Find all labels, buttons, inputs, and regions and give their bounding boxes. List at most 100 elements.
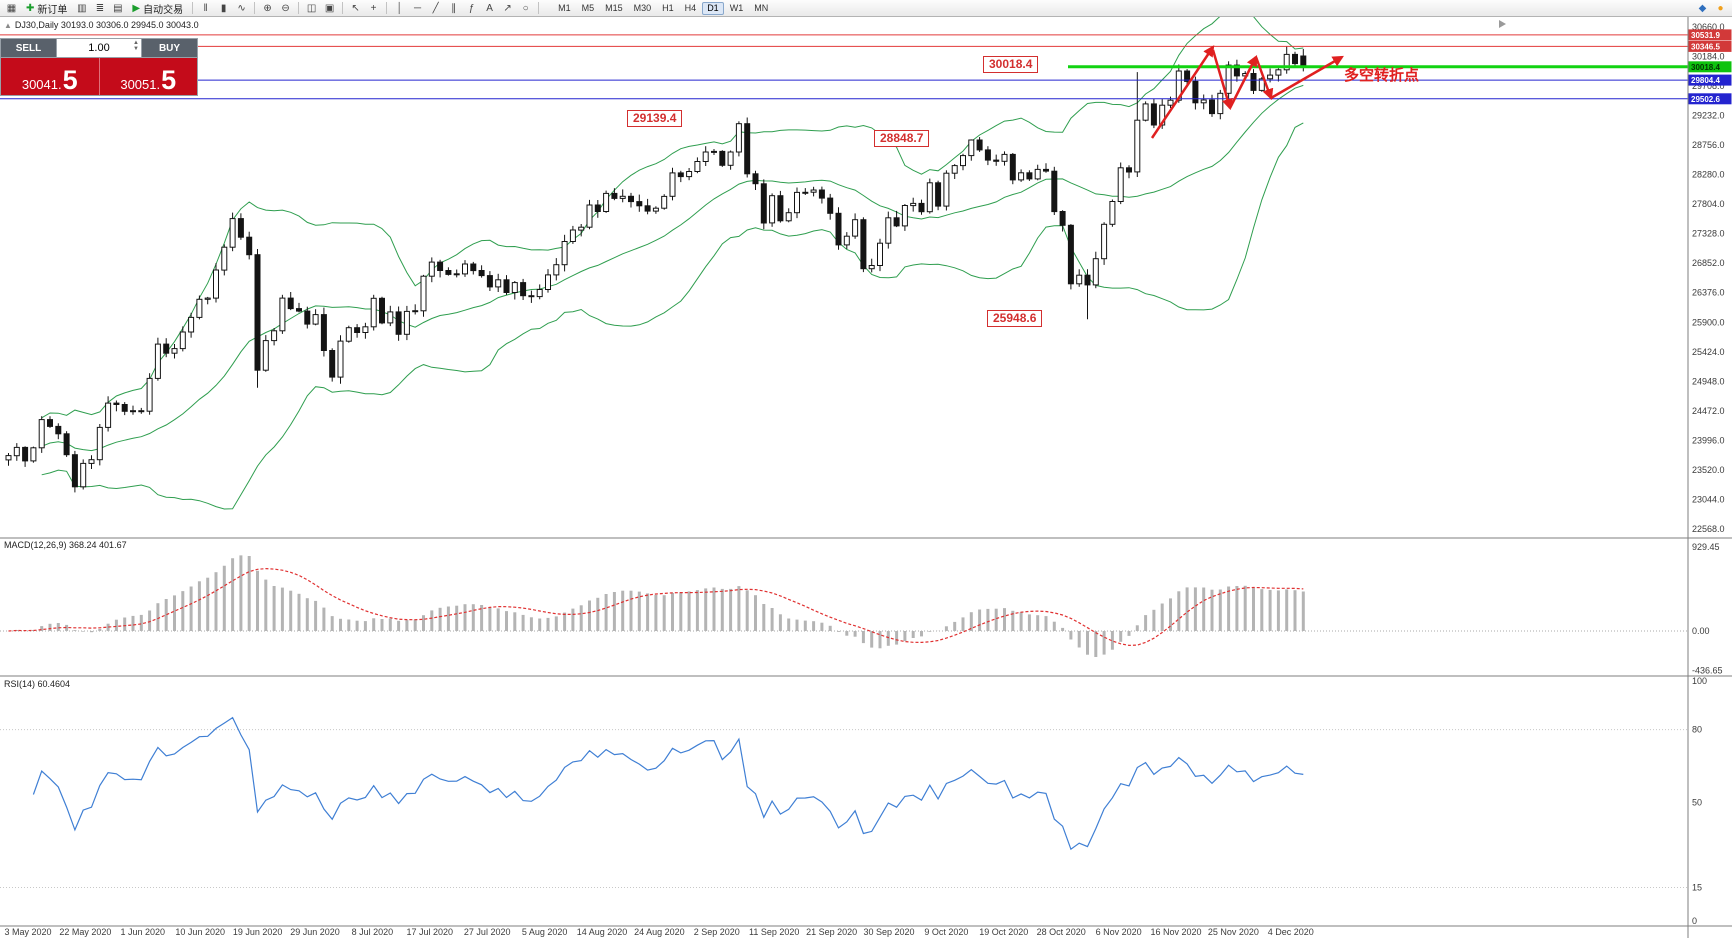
svg-text:29 Jun 2020: 29 Jun 2020 [290, 927, 340, 937]
timeframe-button-h1[interactable]: H1 [657, 2, 679, 15]
svg-text:30346.5: 30346.5 [1691, 42, 1720, 51]
svg-text:30660.0: 30660.0 [1692, 22, 1725, 32]
horizontal-line-icon[interactable]: ─ [409, 1, 426, 15]
sell-price-big-digit: 5 [62, 65, 78, 95]
svg-text:26376.0: 26376.0 [1692, 288, 1725, 298]
sell-price-box[interactable]: 30041. 5 [1, 58, 100, 95]
autotrading-button[interactable]: ▶ 自动交易 [127, 1, 188, 16]
line-chart-icon[interactable]: ∿ [233, 1, 250, 15]
svg-text:4 Dec 2020: 4 Dec 2020 [1268, 927, 1314, 937]
svg-text:27804.0: 27804.0 [1692, 199, 1725, 209]
timeframe-button-mn[interactable]: MN [749, 2, 773, 15]
rsi-indicator-label: RSI(14) 60.4604 [4, 679, 71, 689]
price-chart-svg[interactable]: 30660.0 30184.0 29708.0 29232.0 28756.0 28280… [0, 17, 1732, 938]
shapes-icon[interactable]: ○ [517, 1, 534, 15]
timeframe-button-w1[interactable]: W1 [725, 2, 749, 15]
tile-windows-icon[interactable]: ◫ [303, 1, 320, 15]
svg-text:26852.0: 26852.0 [1692, 258, 1725, 268]
buy-price-big-digit: 5 [161, 65, 177, 95]
volume-down-icon[interactable]: ▼ [133, 46, 139, 52]
svg-text:10 Jun 2020: 10 Jun 2020 [175, 927, 225, 937]
chart-window-icon[interactable]: ▦ [3, 1, 20, 15]
svg-text:23996.0: 23996.0 [1692, 435, 1725, 445]
svg-text:15: 15 [1692, 883, 1702, 893]
bar-chart-icon[interactable]: ‖ [197, 1, 214, 15]
chart-note-text[interactable]: 多空转折点 [1344, 67, 1420, 84]
svg-text:29708.0: 29708.0 [1692, 81, 1725, 91]
svg-text:6 Nov 2020: 6 Nov 2020 [1096, 927, 1142, 937]
trendline-icon[interactable]: ╱ [427, 1, 444, 15]
buy-button[interactable]: BUY [142, 39, 197, 57]
zoom-in-icon[interactable]: ⊕ [259, 1, 276, 15]
svg-text:9 Oct 2020: 9 Oct 2020 [924, 927, 968, 937]
candlestick-icon[interactable]: ▮ [215, 1, 232, 15]
svg-text:3 May 2020: 3 May 2020 [4, 927, 51, 937]
svg-text:19 Oct 2020: 19 Oct 2020 [979, 927, 1028, 937]
cascade-windows-icon[interactable]: ▣ [321, 1, 338, 15]
svg-text:29232.0: 29232.0 [1692, 111, 1725, 121]
drawn-arrows [1150, 45, 1344, 139]
svg-text:16 Nov 2020: 16 Nov 2020 [1150, 927, 1201, 937]
arrow-tool-icon[interactable]: ↗ [499, 1, 516, 15]
crosshair-icon[interactable]: + [365, 1, 382, 15]
timeframe-button-h4[interactable]: H4 [680, 2, 702, 15]
timeframe-button-d1[interactable]: D1 [702, 1, 724, 15]
community-icon[interactable]: ◆ [1694, 1, 1711, 15]
toolbar-separator [298, 2, 300, 14]
svg-text:25900.0: 25900.0 [1692, 317, 1725, 327]
svg-text:21 Sep 2020: 21 Sep 2020 [806, 927, 857, 937]
timeframe-button-m5[interactable]: M5 [577, 2, 600, 15]
chart-window[interactable]: 30660.0 30184.0 29708.0 29232.0 28756.0 28280… [0, 17, 1732, 938]
cursor-icon[interactable]: ↖ [347, 1, 364, 15]
timeframe-button-m15[interactable]: M15 [600, 2, 628, 15]
svg-text:100: 100 [1692, 676, 1707, 686]
svg-text:28280.0: 28280.0 [1692, 170, 1725, 180]
market-watch-icon[interactable]: ≣ [91, 1, 108, 15]
new-order-button[interactable]: ✚ 新订单 [21, 1, 72, 16]
svg-text:24 Aug 2020: 24 Aug 2020 [634, 927, 685, 937]
svg-text:30184.0: 30184.0 [1692, 52, 1725, 62]
one-click-trade-panel: SELL 1.00 ▲ ▼ BUY 30041. 5 30051. 5 [0, 38, 198, 96]
svg-text:28756.0: 28756.0 [1692, 140, 1725, 150]
timeframe-button-m30[interactable]: M30 [629, 2, 657, 15]
timeframe-button-m1[interactable]: M1 [553, 2, 576, 15]
sell-button[interactable]: SELL [1, 39, 56, 57]
svg-text:25424.0: 25424.0 [1692, 347, 1725, 357]
price-note-28848[interactable]: 28848.7 [874, 130, 930, 147]
macd-indicator-label: MACD(12,26,9) 368.24 401.67 [4, 540, 127, 550]
svg-text:19 Jun 2020: 19 Jun 2020 [233, 927, 283, 937]
svg-text:17 Jul 2020: 17 Jul 2020 [407, 927, 454, 937]
svg-text:27328.0: 27328.0 [1692, 229, 1725, 239]
channel-icon[interactable]: ∥ [445, 1, 462, 15]
vertical-line-icon[interactable]: │ [391, 1, 408, 15]
svg-text:29502.6: 29502.6 [1691, 95, 1720, 104]
volume-up-icon[interactable]: ▲ [133, 40, 139, 46]
volume-value: 1.00 [88, 42, 110, 54]
svg-text:-436.65: -436.65 [1692, 666, 1723, 676]
main-toolbar: ▦ ✚ 新订单 ▥ ≣ ▤ ▶ 自动交易 ‖ ▮ ∿ ⊕ ⊖ ◫ ▣ ↖ + │ ─ ╱ ∥ ƒ A ↗ ○ M1 M5 M15 M3… [0, 0, 1732, 17]
navigator-icon[interactable]: ▤ [109, 1, 126, 15]
volume-input[interactable]: 1.00 ▲ ▼ [56, 39, 142, 57]
alert-icon[interactable]: ● [1712, 1, 1729, 15]
text-tool-icon[interactable]: A [481, 1, 498, 15]
svg-text:14 Aug 2020: 14 Aug 2020 [577, 927, 628, 937]
svg-text:24948.0: 24948.0 [1692, 376, 1725, 386]
toolbar-separator [254, 2, 256, 14]
toolbar-separator [342, 2, 344, 14]
buy-price-box[interactable]: 30051. 5 [99, 58, 197, 95]
svg-text:22568.0: 22568.0 [1692, 524, 1725, 534]
volume-spinner[interactable]: ▲ ▼ [133, 40, 139, 52]
price-note-29139[interactable]: 29139.4 [627, 110, 683, 127]
svg-text:0: 0 [1692, 916, 1697, 926]
svg-text:30 Sep 2020: 30 Sep 2020 [863, 927, 914, 937]
trade-panel-top-row: SELL 1.00 ▲ ▼ BUY [1, 39, 197, 57]
price-note-25948[interactable]: 25948.6 [987, 310, 1043, 327]
fibonacci-icon[interactable]: ƒ [463, 1, 480, 15]
toolbar-separator [538, 2, 540, 14]
chart-symbol-header: ▲ DJ30,Daily 30193.0 30306.0 29945.0 3004… [4, 20, 199, 30]
charts-icon[interactable]: ▥ [73, 1, 90, 15]
zoom-out-icon[interactable]: ⊖ [277, 1, 294, 15]
trade-panel-price-row: 30041. 5 30051. 5 [1, 57, 197, 95]
toolbar-left-group: ▦ ✚ 新订单 ▥ ≣ ▤ ▶ 自动交易 ‖ ▮ ∿ ⊕ ⊖ ◫ ▣ ↖ + │ ─ ╱ ∥ ƒ A ↗ ○ [3, 1, 542, 16]
price-note-30018[interactable]: 30018.4 [983, 56, 1039, 73]
